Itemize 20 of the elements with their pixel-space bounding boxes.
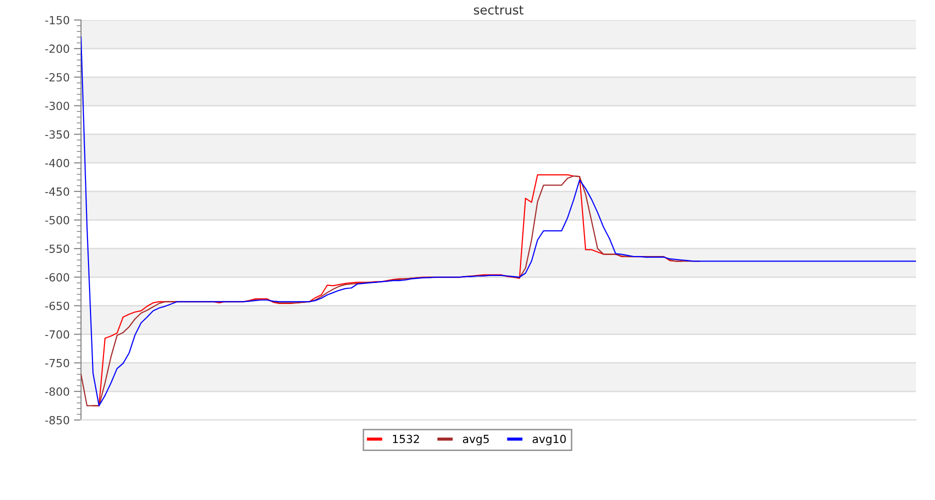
y-tick-label: -200 <box>45 44 70 53</box>
legend-label: avg5 <box>462 434 489 446</box>
y-tick-label: -750 <box>45 358 70 368</box>
y-tick-label: -800 <box>45 387 70 396</box>
y-tick-label: -250 <box>45 73 70 82</box>
y-tick-label: -650 <box>45 302 70 310</box>
y-tick-label: -850 <box>45 416 70 424</box>
legend-label: avg10 <box>532 434 566 446</box>
y-tick-label: -350 <box>45 130 70 139</box>
y-tick-label: -600 <box>45 273 70 282</box>
y-tick-label: -150 <box>45 16 70 24</box>
line-series <box>81 36 916 406</box>
y-tick-label: -300 <box>45 102 70 110</box>
y-tick-label: -550 <box>45 244 70 253</box>
y-tick-label: -500 <box>45 216 70 224</box>
chart-title: sectrust <box>474 6 524 15</box>
y-tick-label: -700 <box>45 330 70 339</box>
y-tick-label: -450 <box>45 187 70 196</box>
y-tick-label: -400 <box>45 158 70 168</box>
legend-label: 1532 <box>392 434 419 444</box>
